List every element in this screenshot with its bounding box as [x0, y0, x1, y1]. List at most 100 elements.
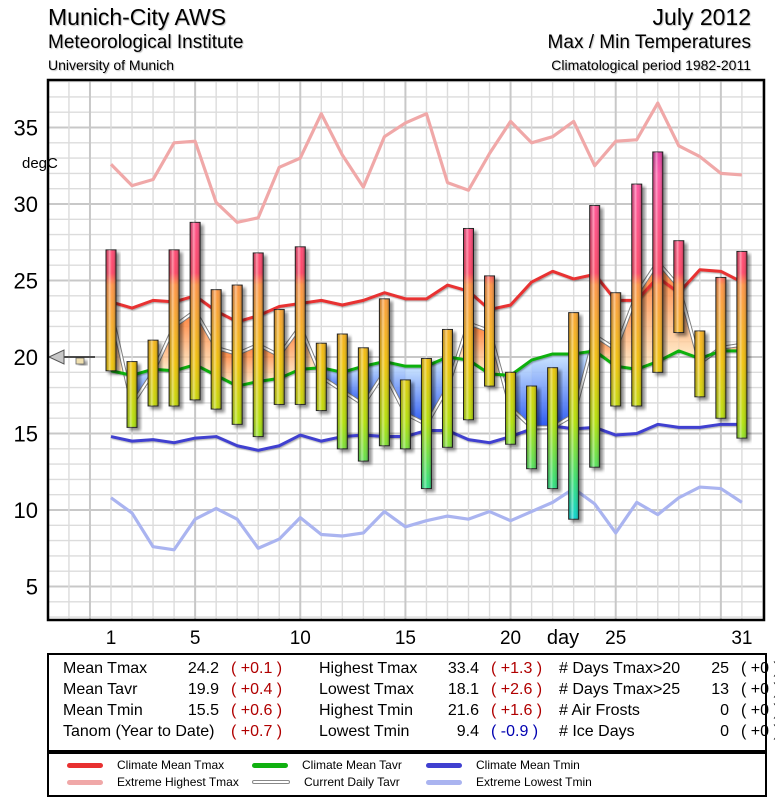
- day-bar-shine: [463, 228, 474, 420]
- legend-swatch: [252, 762, 288, 768]
- stat-value: 21.6: [447, 702, 479, 719]
- climate-mean-marker: [47, 349, 95, 365]
- stat-value: 0: [720, 723, 729, 740]
- stat-anomaly: ( +0 ): [741, 723, 775, 740]
- university-title: University of Munich: [48, 57, 175, 73]
- climate-period: Climatological period 1982-2011: [551, 57, 751, 73]
- institute-title: Meteorological Institute: [48, 32, 244, 53]
- legend: Climate Mean Tmax Climate Mean Tavr Climat…: [47, 752, 767, 797]
- day-bar: [589, 205, 601, 468]
- legend-label: Extreme Highest Tmax: [117, 775, 239, 789]
- plot-frame: [46, 78, 766, 622]
- day-bar: [252, 252, 264, 438]
- day-bar: [399, 379, 411, 450]
- stat-anomaly: ( +2.6 ): [491, 681, 543, 698]
- extreme-lowest-tmin-line: [110, 485, 743, 552]
- stat-anomaly: ( +0.1 ): [231, 660, 283, 677]
- day-bar-shine: [127, 361, 138, 428]
- day-bar: [105, 249, 117, 372]
- stat-value: 13: [711, 681, 729, 698]
- day-bar: [420, 358, 432, 490]
- stat-label: Mean Tavr: [63, 681, 138, 698]
- statistics-panel: Mean Tmax 24.2 ( +0.1 ) Highest Tmax 33.4 ( +…: [47, 653, 775, 752]
- day-bar: [463, 227, 475, 421]
- stat-value: 33.4: [447, 660, 479, 677]
- legend-label: Climate Mean Tmin: [476, 758, 580, 772]
- legend-label: Climate Mean Tavr: [302, 758, 402, 772]
- day-bar: [378, 298, 390, 447]
- day-bar-shine: [337, 334, 348, 449]
- stat-label: # Ice Days: [559, 723, 635, 740]
- extreme-highest-tmax-line: [109, 101, 743, 224]
- day-bar: [294, 246, 306, 405]
- marker-box-icon: [75, 357, 85, 365]
- day-bar-shine: [379, 298, 390, 446]
- stat-label: Highest Tmax: [319, 660, 418, 677]
- day-bar-shine: [505, 372, 516, 445]
- stat-label: Tanom (Year to Date): [63, 723, 215, 740]
- stat-value: 9.4: [456, 723, 479, 740]
- day-bar-shine: [190, 222, 201, 400]
- stat-label: # Days Tmax>25: [559, 681, 681, 698]
- day-bar-shine: [211, 289, 222, 410]
- y-tick-label: 30: [14, 192, 38, 217]
- day-bar-shine: [274, 309, 285, 405]
- day-bar: [315, 342, 327, 412]
- day-bar-shine: [673, 240, 684, 333]
- legend-item: Climate Mean Tmax: [67, 758, 224, 772]
- stat-anomaly: ( +0 ): [741, 681, 775, 698]
- stat-anomaly: ( +1.6 ): [491, 702, 543, 719]
- stat-anomaly: ( -0.9 ): [491, 723, 539, 740]
- stat-anomaly: ( +1.3 ): [491, 660, 543, 677]
- y-tick-label: 10: [14, 498, 38, 523]
- day-bar: [126, 361, 138, 428]
- day-bar-shine: [421, 358, 432, 489]
- day-bar-shine: [316, 343, 327, 411]
- stat-value: 0: [720, 702, 729, 719]
- day-bar-shine: [568, 312, 579, 520]
- marker-arrow-icon: [47, 349, 65, 365]
- stat-anomaly: ( +0 ): [741, 660, 775, 677]
- day-bar-shine: [232, 285, 243, 425]
- day-bar: [484, 275, 496, 387]
- stat-label: Lowest Tmax: [319, 681, 414, 698]
- y-axis-ticks: 5 10 15 20 25 30 35: [14, 116, 38, 600]
- y-axis-label: degC: [22, 155, 58, 172]
- day-bar: [210, 289, 222, 410]
- day-bar: [526, 385, 538, 470]
- day-bar: [715, 276, 727, 419]
- legend-item: Climate Mean Tavr: [252, 758, 402, 772]
- day-bar: [694, 330, 706, 398]
- stat-value: 15.5: [187, 702, 219, 719]
- stat-label: Mean Tmax: [63, 660, 148, 677]
- legend-swatch: [67, 762, 103, 768]
- x-tick-label: 1: [106, 628, 117, 649]
- day-bar: [736, 250, 748, 439]
- legend-label: Current Daily Tavr: [304, 775, 400, 789]
- day-bar-shine: [610, 292, 621, 406]
- y-tick-label: 15: [14, 422, 38, 447]
- legend-label: Climate Mean Tmax: [117, 758, 225, 772]
- day-bar: [652, 151, 664, 373]
- x-axis-label: day: [547, 627, 579, 649]
- x-tick-label: 25: [605, 628, 626, 649]
- legend-swatch: [426, 762, 462, 768]
- x-tick-label: 10: [290, 628, 311, 649]
- y-tick-label: 25: [14, 269, 38, 294]
- day-bar-shine: [148, 340, 159, 406]
- legend-swatch: [426, 779, 462, 785]
- day-bar-shine: [715, 277, 726, 419]
- legend-swatch: [67, 779, 103, 785]
- day-bar: [273, 309, 285, 405]
- stat-value: 24.2: [187, 660, 219, 677]
- day-bar-shine: [295, 246, 306, 405]
- stat-label: Mean Tmin: [63, 702, 143, 719]
- y-tick-label: 20: [14, 345, 38, 370]
- y-tick-label: 5: [26, 575, 38, 600]
- day-bar: [336, 333, 348, 450]
- stat-anomaly: ( +0.4 ): [231, 681, 283, 698]
- stat-anomaly: ( +0 ): [741, 702, 775, 719]
- day-bar-shine: [547, 367, 558, 489]
- day-bar-shine: [736, 251, 747, 439]
- stat-label: # Days Tmax>20: [559, 660, 681, 677]
